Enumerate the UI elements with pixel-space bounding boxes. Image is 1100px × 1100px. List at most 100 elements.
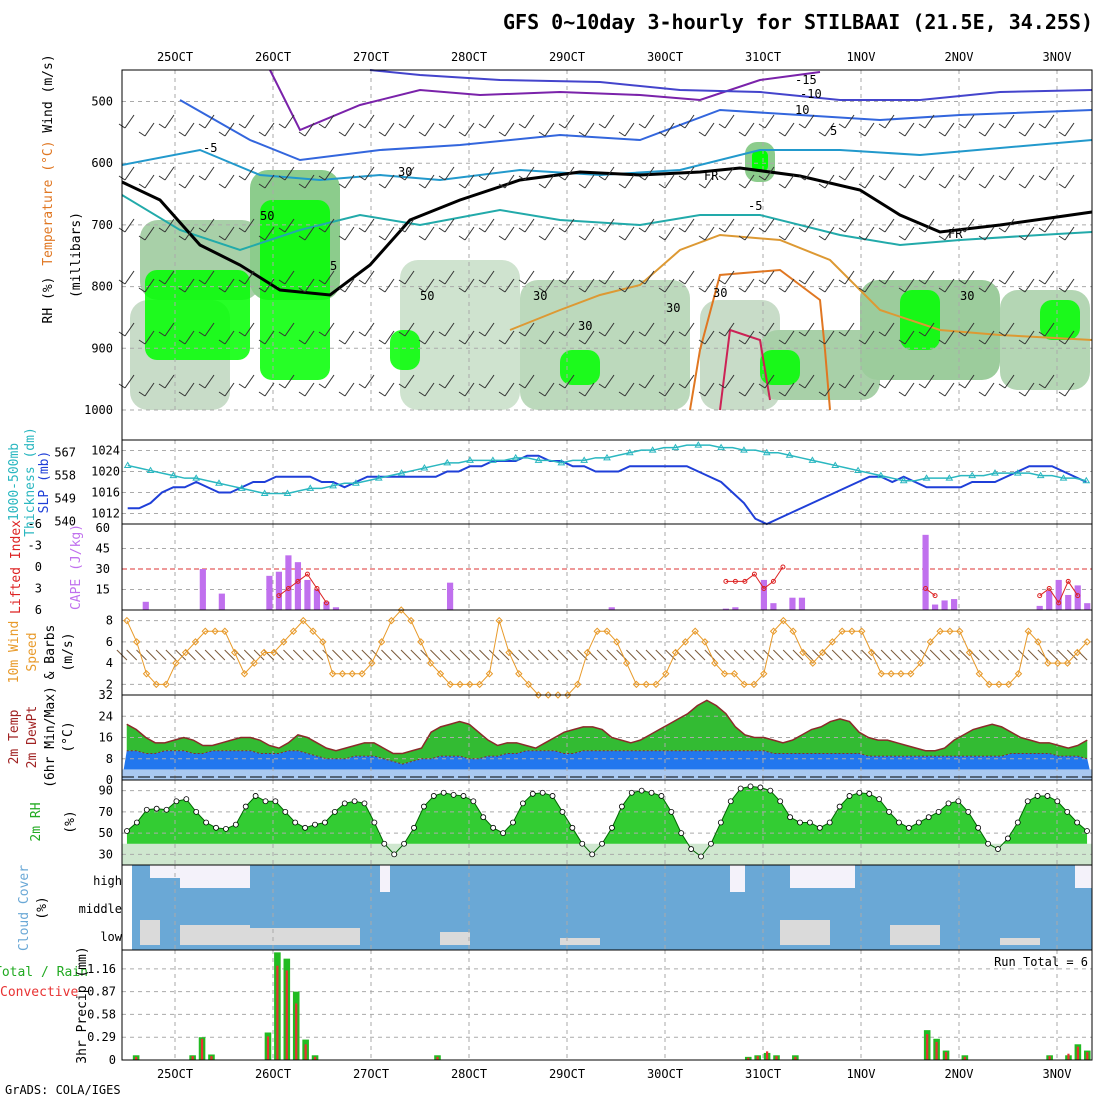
wind-barb [344, 382, 355, 397]
wind-axis-label: (m/s) [61, 632, 76, 671]
wind-barb [558, 331, 566, 337]
date-label: 27OCT [353, 1067, 389, 1081]
cloud-axis-label: Cloud Cover [17, 865, 32, 951]
wind-barb [864, 226, 875, 241]
wind-barb [1064, 278, 1075, 293]
wind-barb [178, 235, 186, 241]
wind-barb [338, 235, 346, 241]
wind-barb [218, 339, 226, 345]
cape-tick: 15 [96, 583, 110, 597]
cape-tick: 45 [96, 542, 110, 556]
wind-speed-marker [613, 638, 621, 646]
wind-barb [938, 131, 946, 137]
wind-barb [665, 649, 676, 661]
wind-barb [214, 649, 226, 661]
wind-barb [224, 382, 235, 397]
wind-barb [838, 123, 846, 129]
wind-barb [524, 218, 535, 233]
wind-barb [998, 383, 1006, 389]
wind-barb [698, 287, 706, 293]
wind-barb [878, 175, 886, 181]
wind-barb [1008, 649, 1019, 661]
wind-barb [438, 383, 446, 389]
wind-barb [864, 174, 875, 189]
wind-barb [138, 183, 146, 189]
cloud-clear [150, 865, 180, 878]
wind-barb [338, 391, 346, 397]
wind-barb [924, 218, 935, 233]
rh-marker [1004, 835, 1011, 842]
rh-marker [856, 789, 863, 796]
wind-barb [900, 649, 912, 661]
wind-speed-marker [769, 627, 778, 635]
contour-label: 5 [830, 124, 837, 138]
wind-barb [184, 278, 195, 293]
wind-speed-marker [368, 659, 376, 667]
wind-barb [384, 122, 395, 137]
wind-barb [1018, 183, 1026, 189]
thickness-unit-label-part: Thickness (dm) [23, 427, 38, 537]
wind-barb [558, 227, 566, 233]
wind-barb [404, 270, 415, 285]
rh-marker [569, 824, 576, 831]
date-label: 29OCT [549, 1067, 585, 1081]
slp-line [127, 454, 1087, 526]
wind-barb [984, 226, 995, 241]
wind-barb [958, 331, 966, 337]
wind-barb [1024, 122, 1035, 137]
wind-barb [444, 166, 455, 181]
wind-barb [518, 383, 526, 389]
wind-barb [1058, 183, 1066, 189]
wind-barb [778, 339, 786, 345]
wind-barb [664, 278, 675, 293]
wind-barb [218, 183, 226, 189]
wind-speed-marker [1063, 659, 1072, 667]
wind-speed-marker [387, 616, 396, 625]
rh-marker [480, 814, 487, 821]
precip-convective-bar [200, 1038, 204, 1060]
wind-barb [758, 383, 766, 389]
precip-convective-bar [935, 1041, 938, 1060]
wind-barb [598, 279, 606, 285]
wind-barb [773, 649, 784, 661]
wind-barb [404, 322, 415, 337]
wind-barb [718, 279, 726, 285]
wind-barb [243, 649, 255, 661]
wind-barb [158, 123, 166, 129]
wind-speed-marker [916, 659, 925, 667]
precip-axis-label: 3hr Precip (mm) [75, 946, 90, 1063]
wind-barb [664, 382, 675, 397]
rh-shading [700, 300, 780, 410]
wind-speed-marker [1034, 638, 1042, 646]
wind-speed-marker [1073, 648, 1082, 657]
wind-barb [818, 235, 826, 241]
wind-barb [804, 374, 815, 389]
wind-barb [764, 270, 775, 285]
wind-barb [644, 218, 655, 233]
wind-speed-marker [740, 680, 748, 689]
wind-barb [698, 391, 706, 397]
wind-barb [604, 218, 615, 233]
wind-barb [464, 122, 475, 137]
wind-barb [564, 218, 575, 233]
thickness-marker [671, 443, 680, 451]
thickness-marker [1013, 469, 1022, 476]
wind-barb [358, 227, 366, 233]
wind-barb [558, 279, 566, 285]
wind-tick: 2 [106, 677, 113, 691]
rh-marker [797, 819, 803, 826]
wind-barb [144, 330, 155, 345]
wind-barb [344, 174, 355, 189]
wind-barb [524, 114, 535, 129]
wind-barb [244, 270, 255, 285]
wind-barb [944, 122, 955, 137]
wind-barb [1024, 174, 1035, 189]
wind-barb [258, 131, 266, 137]
wind-barb [557, 649, 569, 661]
thickness-marker [694, 441, 703, 448]
cape-bar [770, 603, 777, 610]
wind-barb [384, 330, 395, 345]
wind-barb [338, 131, 346, 137]
pressure-axis-label: (millibars) [69, 212, 84, 298]
lifted-index-marker [932, 593, 938, 599]
